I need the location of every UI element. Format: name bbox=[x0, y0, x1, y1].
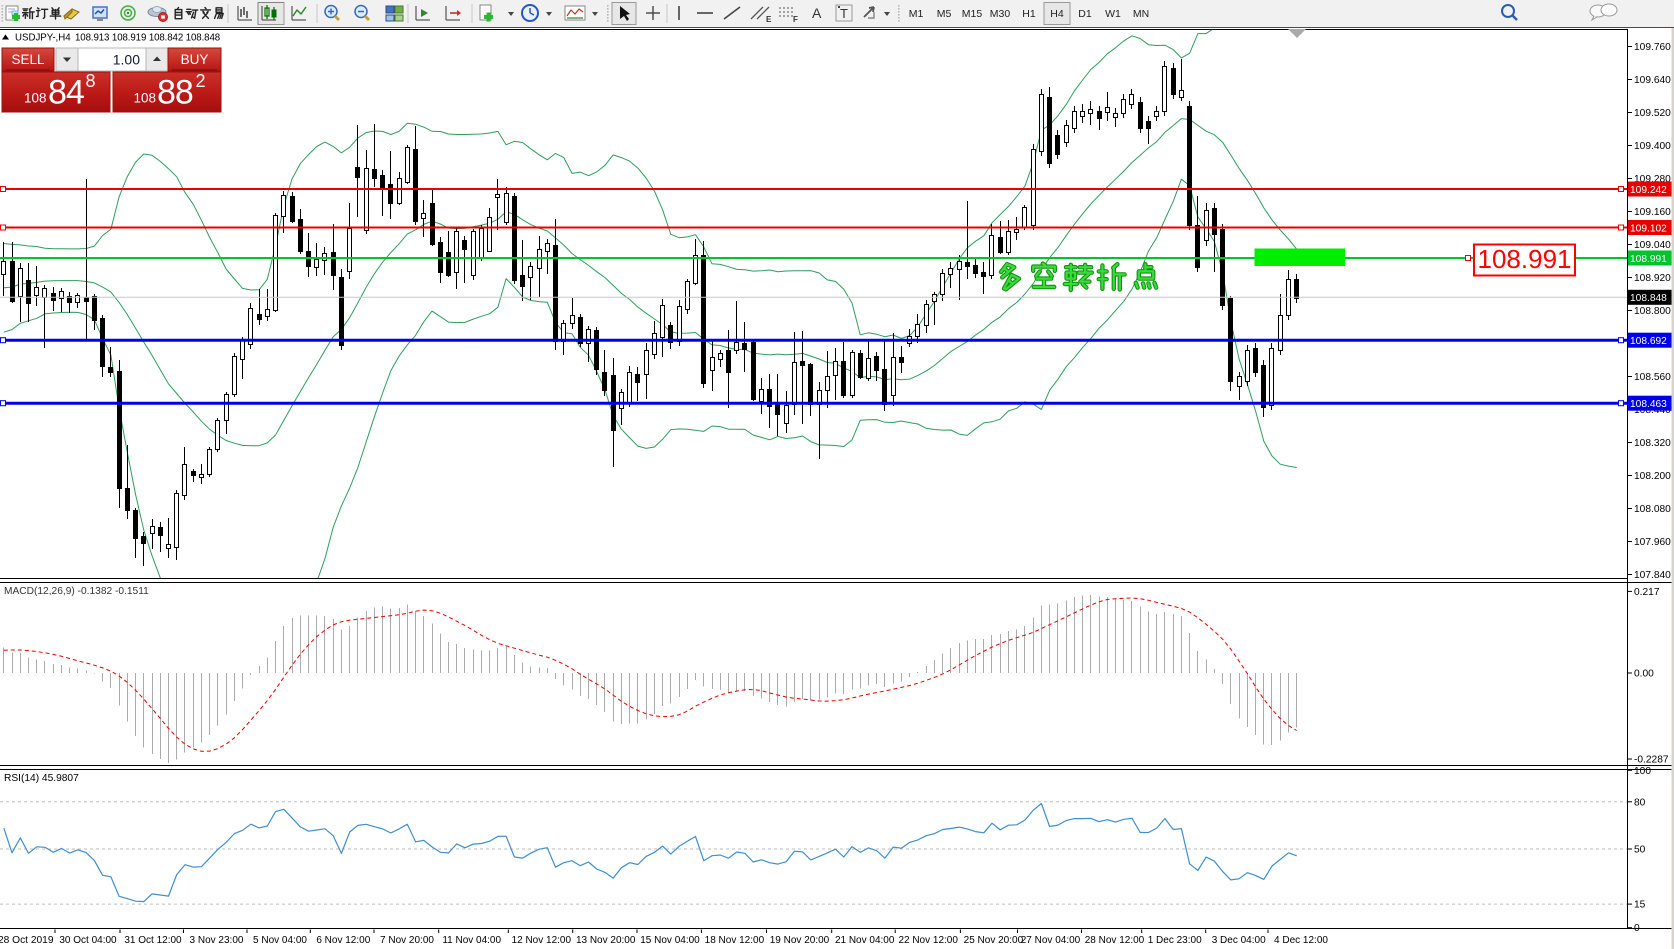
svg-text:108.560: 108.560 bbox=[1634, 372, 1671, 383]
svg-text:108.692: 108.692 bbox=[1630, 336, 1667, 347]
svg-text:11 Nov 04:00: 11 Nov 04:00 bbox=[442, 935, 501, 946]
svg-text:80: 80 bbox=[1634, 797, 1646, 808]
svg-text:108.920: 108.920 bbox=[1634, 273, 1671, 284]
svg-text:M30: M30 bbox=[990, 8, 1011, 20]
svg-text:109.160: 109.160 bbox=[1634, 207, 1671, 218]
svg-text:109.280: 109.280 bbox=[1634, 174, 1671, 185]
svg-text:108.991: 108.991 bbox=[1478, 244, 1572, 274]
svg-text:8: 8 bbox=[86, 71, 96, 91]
svg-text:M1: M1 bbox=[909, 8, 924, 20]
svg-text:3 Dec 04:00: 3 Dec 04:00 bbox=[1212, 935, 1266, 946]
svg-text:84: 84 bbox=[48, 74, 84, 112]
svg-text:F: F bbox=[793, 15, 798, 24]
svg-text:15 Nov 04:00: 15 Nov 04:00 bbox=[640, 935, 700, 946]
svg-text:18 Nov 12:00: 18 Nov 12:00 bbox=[705, 935, 765, 946]
svg-text:108.913 108.919 108.842 108.84: 108.913 108.919 108.842 108.848 bbox=[75, 33, 220, 44]
svg-text:109.640: 109.640 bbox=[1634, 75, 1671, 86]
svg-text:1 Dec 23:00: 1 Dec 23:00 bbox=[1148, 935, 1202, 946]
svg-text:BUY: BUY bbox=[181, 52, 209, 67]
svg-text:7 Nov 20:00: 7 Nov 20:00 bbox=[380, 935, 434, 946]
svg-text:12 Nov 12:00: 12 Nov 12:00 bbox=[512, 935, 572, 946]
svg-text:22 Nov 12:00: 22 Nov 12:00 bbox=[898, 935, 958, 946]
svg-text:108.200: 108.200 bbox=[1634, 471, 1671, 482]
svg-text:109.520: 109.520 bbox=[1634, 108, 1671, 119]
svg-text:108.080: 108.080 bbox=[1634, 504, 1671, 515]
svg-text:0: 0 bbox=[1634, 923, 1640, 934]
svg-text:109.400: 109.400 bbox=[1634, 141, 1671, 152]
svg-text:-0.2287: -0.2287 bbox=[1634, 755, 1669, 766]
svg-text:E: E bbox=[766, 15, 772, 24]
svg-text:1.00: 1.00 bbox=[113, 52, 140, 68]
svg-text:0.217: 0.217 bbox=[1634, 587, 1660, 598]
svg-text:4 Dec 12:00: 4 Dec 12:00 bbox=[1274, 935, 1328, 946]
svg-text:MN: MN bbox=[1133, 8, 1149, 20]
svg-text:28 Oct 2019: 28 Oct 2019 bbox=[0, 935, 54, 946]
svg-text:6 Nov 12:00: 6 Nov 12:00 bbox=[316, 935, 370, 946]
svg-text:M5: M5 bbox=[937, 8, 952, 20]
svg-text:USDJPY-,H4: USDJPY-,H4 bbox=[15, 33, 71, 44]
svg-text:21 Nov 04:00: 21 Nov 04:00 bbox=[835, 935, 895, 946]
svg-text:28 Nov 12:00: 28 Nov 12:00 bbox=[1085, 935, 1145, 946]
svg-text:109.102: 109.102 bbox=[1630, 223, 1667, 234]
svg-text:D1: D1 bbox=[1078, 8, 1092, 20]
svg-text:109.242: 109.242 bbox=[1630, 185, 1667, 196]
svg-text:108: 108 bbox=[24, 91, 47, 106]
svg-text:M15: M15 bbox=[962, 8, 983, 20]
svg-text:108.991: 108.991 bbox=[1630, 254, 1667, 265]
svg-text:3 Nov 23:00: 3 Nov 23:00 bbox=[190, 935, 244, 946]
svg-text:2: 2 bbox=[196, 71, 206, 91]
svg-text:RSI(14) 45.9807: RSI(14) 45.9807 bbox=[4, 773, 79, 784]
svg-text:25 Nov 20:00: 25 Nov 20:00 bbox=[964, 935, 1024, 946]
svg-text:A: A bbox=[812, 5, 822, 21]
svg-text:107.840: 107.840 bbox=[1634, 570, 1671, 581]
svg-text:27 Nov 04:00: 27 Nov 04:00 bbox=[1021, 935, 1081, 946]
svg-text:108.320: 108.320 bbox=[1634, 438, 1671, 449]
svg-text:5 Nov 04:00: 5 Nov 04:00 bbox=[253, 935, 307, 946]
svg-text:100: 100 bbox=[1634, 766, 1651, 777]
svg-text:0.00: 0.00 bbox=[1634, 669, 1654, 680]
svg-text:W1: W1 bbox=[1105, 8, 1121, 20]
svg-text:19 Nov 20:00: 19 Nov 20:00 bbox=[770, 935, 830, 946]
svg-text:13 Nov 20:00: 13 Nov 20:00 bbox=[576, 935, 636, 946]
svg-text:H4: H4 bbox=[1050, 8, 1064, 20]
svg-text:107.960: 107.960 bbox=[1634, 537, 1671, 548]
svg-text:108.848: 108.848 bbox=[1630, 293, 1667, 304]
svg-text:109.760: 109.760 bbox=[1634, 42, 1671, 53]
svg-text:50: 50 bbox=[1634, 845, 1646, 856]
svg-text:88: 88 bbox=[157, 74, 193, 112]
svg-text:108.800: 108.800 bbox=[1634, 306, 1671, 317]
svg-text:109.040: 109.040 bbox=[1634, 240, 1671, 251]
svg-text:SELL: SELL bbox=[11, 52, 45, 67]
svg-text:30 Oct 04:00: 30 Oct 04:00 bbox=[59, 935, 117, 946]
svg-text:108: 108 bbox=[134, 91, 157, 106]
svg-text:H1: H1 bbox=[1022, 8, 1036, 20]
svg-text:31 Oct 12:00: 31 Oct 12:00 bbox=[124, 935, 182, 946]
svg-text:15: 15 bbox=[1634, 900, 1646, 911]
svg-text:MACD(12,26,9) -0.1382 -0.1511: MACD(12,26,9) -0.1382 -0.1511 bbox=[4, 586, 149, 597]
svg-text:T: T bbox=[840, 6, 848, 21]
svg-text:108.463: 108.463 bbox=[1630, 399, 1667, 410]
